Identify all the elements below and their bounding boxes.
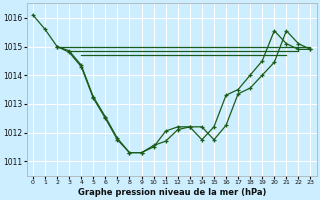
X-axis label: Graphe pression niveau de la mer (hPa): Graphe pression niveau de la mer (hPa) <box>77 188 266 197</box>
